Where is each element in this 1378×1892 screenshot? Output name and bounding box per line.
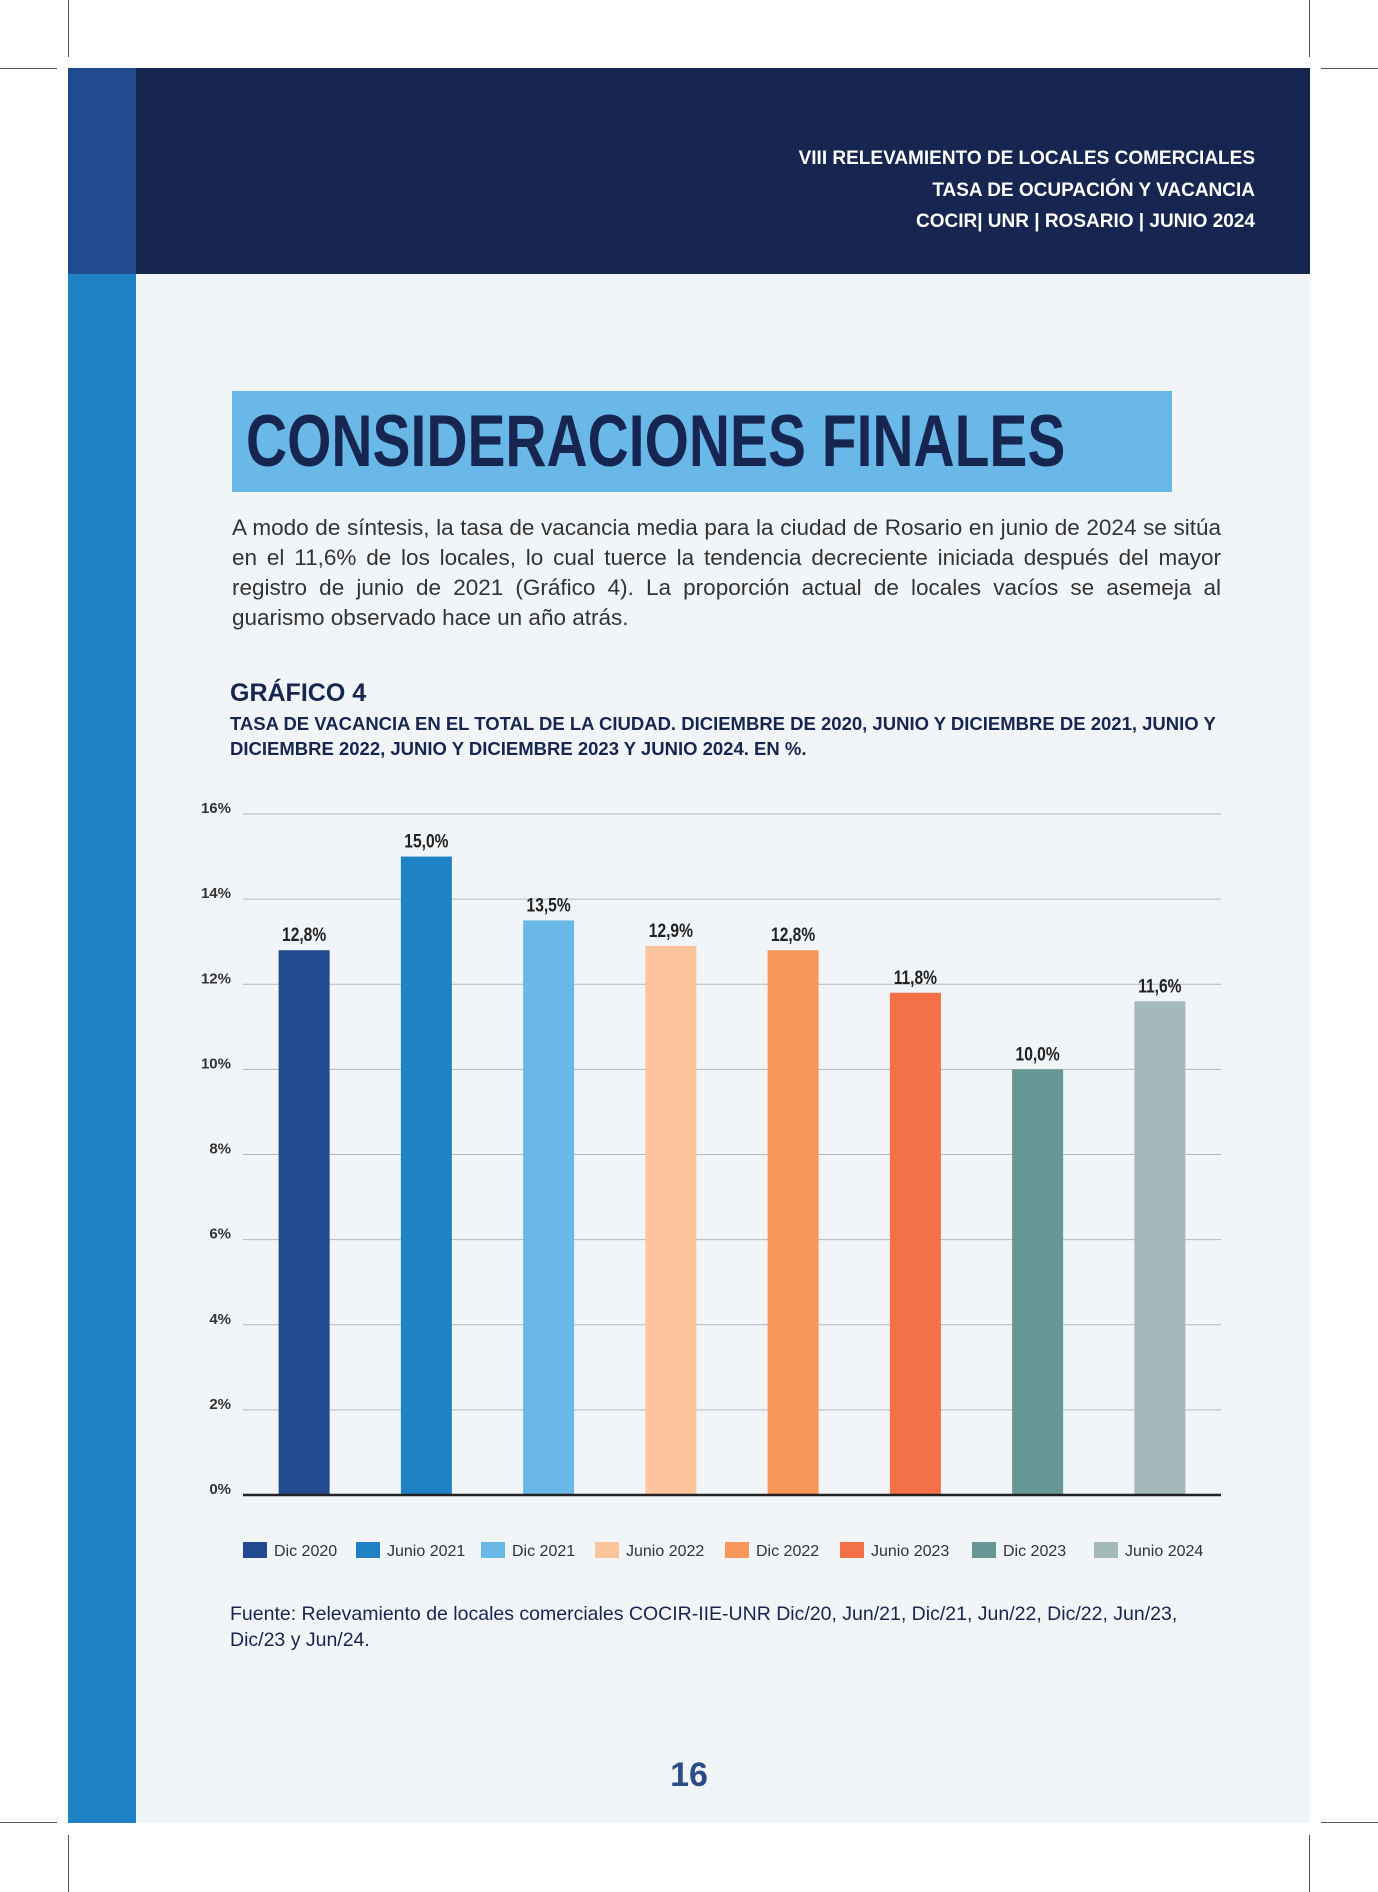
bar xyxy=(278,950,330,1495)
bar xyxy=(889,992,941,1495)
crop-mark xyxy=(68,1835,69,1892)
crop-mark xyxy=(68,0,69,57)
side-accent-bar xyxy=(68,274,136,1823)
data-label: 12,8% xyxy=(771,924,815,946)
legend-swatch xyxy=(725,1542,749,1558)
header-accent-block xyxy=(68,68,136,274)
intro-paragraph: A modo de síntesis, la tasa de vacancia … xyxy=(232,515,1221,630)
bar xyxy=(523,920,575,1495)
section-title-box: CONSIDERACIONES FINALES xyxy=(232,391,1172,492)
data-label: 11,8% xyxy=(894,966,937,988)
bar xyxy=(1012,1069,1064,1495)
legend-swatch xyxy=(595,1542,619,1558)
legend-label: Dic 2021 xyxy=(512,1543,575,1560)
crop-mark xyxy=(0,68,57,69)
legend-swatch xyxy=(972,1542,996,1558)
bar xyxy=(767,950,819,1495)
bar xyxy=(645,945,697,1495)
legend-swatch xyxy=(481,1542,505,1558)
figure-subtitle: TASA DE VACANCIA EN EL TOTAL DE LA CIUDA… xyxy=(230,713,1216,759)
header-line-2: TASA DE OCUPACIÓN Y VACANCIA xyxy=(932,179,1255,201)
y-tick-label: 2% xyxy=(209,1396,231,1413)
legend-label: Junio 2021 xyxy=(387,1543,465,1560)
legend-swatch xyxy=(356,1542,380,1558)
legend-label: Dic 2020 xyxy=(274,1543,337,1560)
legend-label: Dic 2022 xyxy=(756,1543,819,1560)
header-text: VIII RELEVAMIENTO DE LOCALES COMERCIALES… xyxy=(799,143,1255,238)
figure-label: GRÁFICO 4 xyxy=(230,679,367,707)
legend-label: Junio 2023 xyxy=(871,1543,949,1560)
data-label: 15,0% xyxy=(404,830,448,852)
y-tick-label: 8% xyxy=(209,1141,231,1158)
data-label: 12,9% xyxy=(649,919,693,941)
y-tick-label: 16% xyxy=(201,800,231,817)
data-label: 10,0% xyxy=(1016,1043,1060,1065)
y-tick-label: 12% xyxy=(201,970,231,987)
y-tick-label: 10% xyxy=(201,1055,231,1072)
crop-mark xyxy=(1309,0,1310,57)
page-number: 16 xyxy=(670,1756,708,1794)
y-tick-label: 0% xyxy=(209,1481,231,1498)
legend-label: Junio 2022 xyxy=(626,1543,704,1560)
y-tick-label: 14% xyxy=(201,885,231,902)
section-title: CONSIDERACIONES FINALES xyxy=(246,401,1066,482)
crop-mark xyxy=(1321,68,1378,69)
legend-label: Dic 2023 xyxy=(1003,1543,1066,1560)
source-note: Fuente: Relevamiento de locales comercia… xyxy=(230,1603,1178,1651)
legend-swatch xyxy=(840,1542,864,1558)
bar-chart: 0% 2% 4% 6% 8% 10% 12% 14% 16% 12,8% 15,0% 13,5% 12,… xyxy=(201,800,1221,1560)
page-header: VIII RELEVAMIENTO DE LOCALES COMERCIALES… xyxy=(68,68,1310,274)
crop-mark xyxy=(1309,1835,1310,1892)
y-tick-label: 6% xyxy=(209,1226,231,1243)
header-line-3: COCIR| UNR | ROSARIO | JUNIO 2024 xyxy=(915,211,1255,232)
data-label: 12,8% xyxy=(282,924,326,946)
crop-mark xyxy=(1321,1822,1378,1823)
header-line-1: VIII RELEVAMIENTO DE LOCALES COMERCIALES xyxy=(798,148,1255,169)
legend-swatch xyxy=(1094,1542,1118,1558)
bar xyxy=(400,856,452,1495)
legend-label: Junio 2024 xyxy=(1125,1543,1203,1560)
data-label: 11,6% xyxy=(1138,975,1181,997)
crop-mark xyxy=(0,1822,57,1823)
bar xyxy=(1134,1001,1186,1495)
data-label: 13,5% xyxy=(527,894,571,916)
y-tick-label: 4% xyxy=(209,1311,231,1328)
document-page: VIII RELEVAMIENTO DE LOCALES COMERCIALES… xyxy=(68,68,1310,1823)
legend-swatch xyxy=(243,1542,267,1558)
